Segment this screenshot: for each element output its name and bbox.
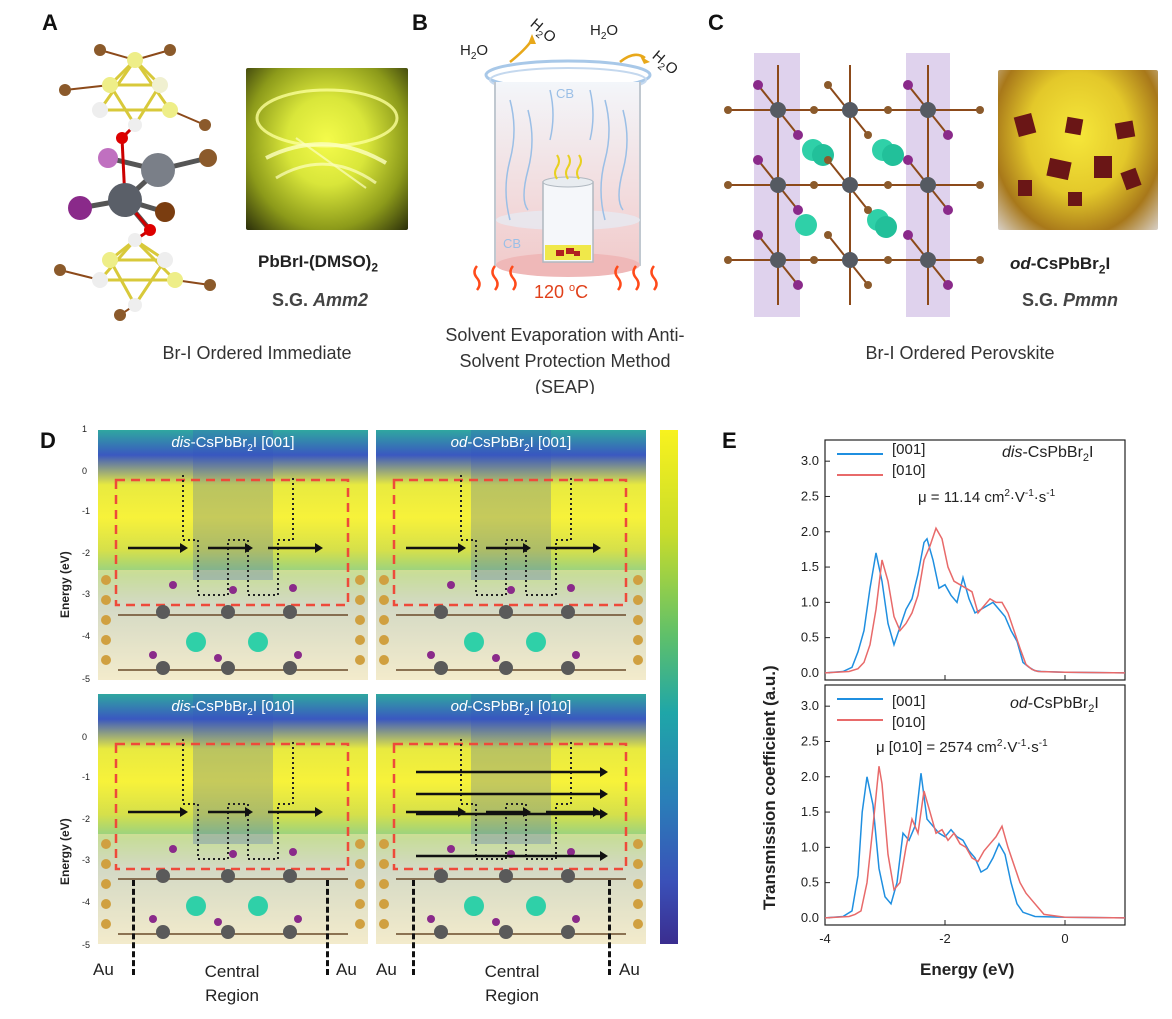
ytick-label: 2.0: [801, 524, 819, 539]
au-boundary-line-4: [608, 880, 611, 975]
energy-map-title-2: od-CsPbBr2I [001]: [450, 434, 572, 454]
temperature-label: 120 oC: [534, 282, 589, 302]
ytick-label: 1.0: [801, 594, 819, 609]
chart-frame-1: [824, 439, 1126, 681]
panel-b-label: B: [412, 10, 428, 35]
panel-b-seap-diagram: [473, 34, 658, 291]
panel-b-caption: Solvent Evaporation with Anti- Solvent P…: [445, 325, 685, 394]
central-region-2: Central Region: [484, 962, 540, 1005]
panel-c-compound-label: od-CsPbBr2I: [1010, 254, 1111, 277]
energy-map-title-4: od-CsPbBr2I [010]: [450, 698, 572, 718]
chart-frame-2: [824, 684, 1126, 926]
panel-a-space-group: S.G. Amm2: [272, 290, 369, 310]
legend-bottom-010: [010]: [892, 714, 926, 731]
panel-a-caption: Br-I Ordered Immediate: [162, 343, 352, 363]
panel-a-photo-yellow-solution: [246, 68, 408, 230]
ytick-label: 0.5: [801, 630, 819, 645]
energy-map-title-3: dis-CsPbBr2I [010]: [171, 698, 295, 718]
ytick-label: 2.5: [801, 733, 819, 748]
xtick-label: 0: [1061, 931, 1068, 946]
ytick-label: 3.0: [801, 698, 819, 713]
energy-map-title-1: dis-CsPbBr2I [001]: [171, 434, 295, 454]
panel-c-caption: Br-I Ordered Perovskite: [865, 343, 1055, 363]
series-line-010: [824, 766, 1126, 919]
legend-top-010: [010]: [892, 462, 926, 479]
energy-map-2: od-CsPbBr2I [001]: [376, 430, 646, 680]
h2o-label-3: H2O: [590, 22, 619, 42]
panel-d-label: D: [40, 428, 56, 453]
panel-d-yticks-top: 1 0 -1 -2 -3 -4 -5: [82, 424, 91, 684]
panel-d-ylabel-bottom: Energy (eV): [58, 818, 72, 885]
au-boundary-line-3: [412, 880, 415, 975]
cb-label-top: CB: [556, 86, 575, 101]
panel-a-label: A: [42, 10, 58, 35]
series-line-001: [824, 537, 1126, 674]
ytick-label: 2.5: [801, 488, 819, 503]
panel-e-ylabel: Transmission coefficient (a.u.): [760, 665, 779, 910]
au-right-2: Au: [619, 960, 640, 979]
panel-e-label: E: [722, 428, 737, 453]
panel-c-photo-crystals: [998, 70, 1158, 230]
au-left-2: Au: [376, 960, 397, 979]
ytick-label: 3.0: [801, 453, 819, 468]
panel-c-crystal-structure: [724, 53, 984, 317]
panel-a-compound-label: PbBrI-(DMSO)2: [258, 252, 379, 275]
top-chart-title: dis-CsPbBr2I: [1002, 444, 1094, 465]
panel-c-label: C: [708, 10, 724, 35]
ytick-label: 1.0: [801, 839, 819, 854]
colorbar: [660, 430, 678, 944]
energy-map-3: dis-CsPbBr2I [010]: [98, 694, 368, 944]
energy-map-4: od-CsPbBr2I [010]: [376, 694, 646, 944]
series-line-010: [824, 526, 1126, 674]
panel-a-crystal-structure: [54, 44, 217, 321]
panel-d-ylabel-top: Energy (eV): [58, 551, 72, 618]
panel-e-xlabel: Energy (eV): [920, 960, 1015, 979]
bottom-mobility: μ [010] = 2574 cm2·V-1·s-1: [876, 738, 1048, 756]
ytick-label: 1.5: [801, 559, 819, 574]
cb-label-bottom: CB: [503, 236, 522, 251]
central-region-1: Central Region: [204, 962, 260, 1005]
series-line-001: [824, 773, 1126, 919]
xtick-label: -4: [819, 931, 831, 946]
panel-e-transmission-chart: 0.0 0.5 1.0 1.5 2.0 2.5 3.0 0.0 0.5 1.0 1.5 2.0 2.5 3…: [801, 439, 1126, 946]
ytick-label: 0.0: [801, 665, 819, 680]
ytick-label: 0.5: [801, 875, 819, 890]
bottom-chart-title: od-CsPbBr2I: [1010, 695, 1099, 716]
legend-top-001: [001]: [892, 441, 926, 458]
panel-d-yticks-bottom: 0 -1 -2 -3 -4 -5: [82, 732, 91, 950]
au-boundary-line-1: [132, 880, 135, 975]
top-mobility: μ = 11.14 cm2·V-1·s-1: [918, 488, 1056, 506]
xtick-label: -2: [939, 931, 951, 946]
energy-map-1: dis-CsPbBr2I [001]: [98, 430, 368, 680]
ytick-label: 1.5: [801, 804, 819, 819]
au-boundary-line-2: [326, 880, 329, 975]
au-right-1: Au: [336, 960, 357, 979]
ytick-label: 2.0: [801, 769, 819, 784]
ytick-label: 0.0: [801, 910, 819, 925]
au-left-1: Au: [93, 960, 114, 979]
legend-bottom-001: [001]: [892, 693, 926, 710]
h2o-label-1: H2O: [460, 42, 489, 62]
panel-c-space-group: S.G. Pmmn: [1022, 290, 1119, 310]
